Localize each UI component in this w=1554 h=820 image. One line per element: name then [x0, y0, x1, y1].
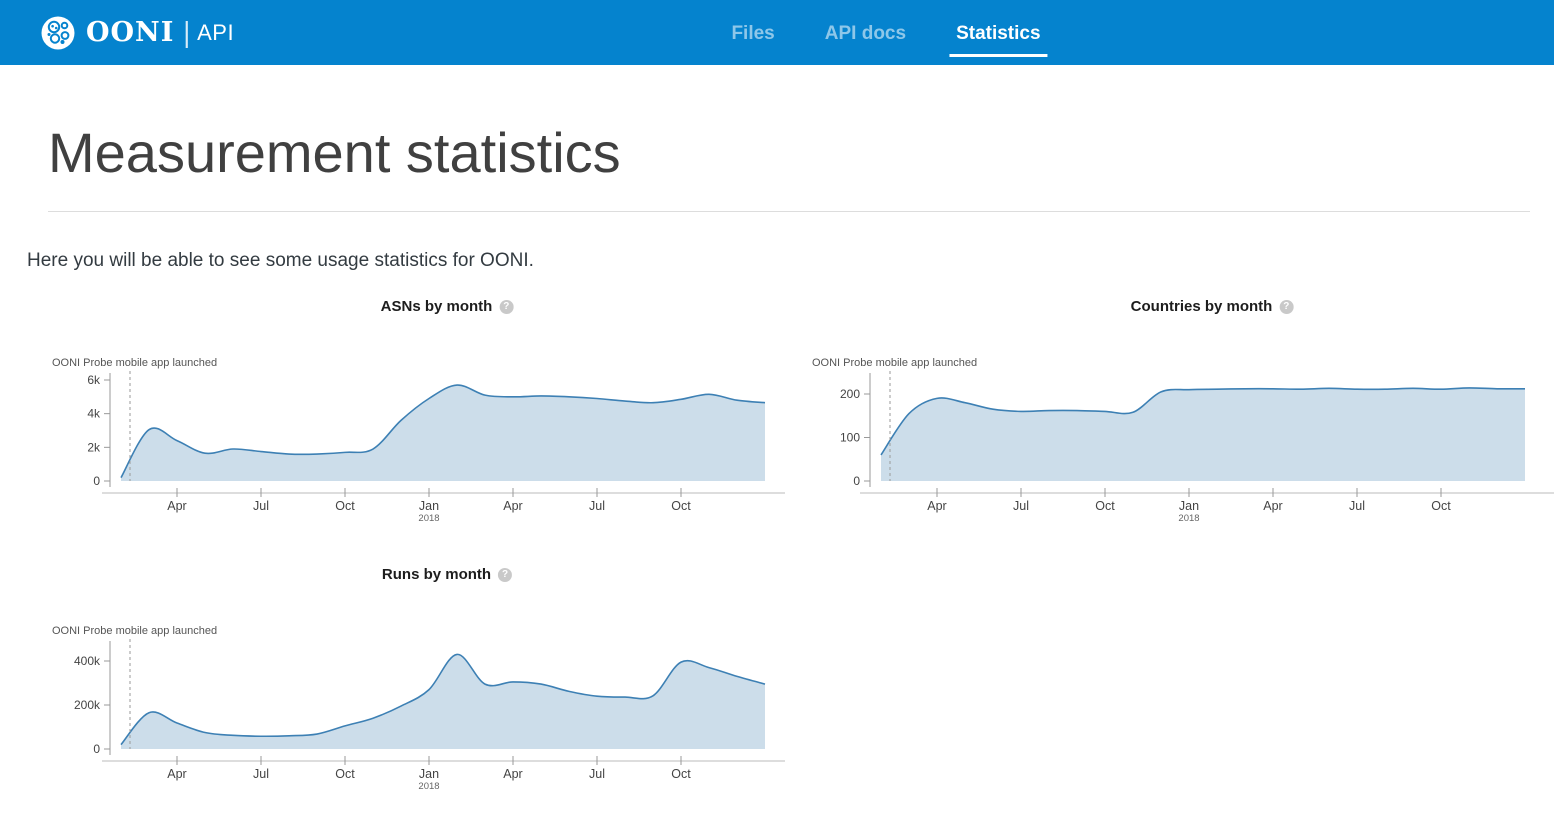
- x-tick-label: Apr: [503, 499, 522, 513]
- y-tick-label: 400k: [74, 654, 101, 668]
- asns-area-fill: [121, 385, 765, 481]
- brand-separator: |: [183, 15, 190, 49]
- y-tick-label: 0: [853, 474, 860, 488]
- x-tick-label: Jul: [253, 767, 269, 781]
- x-year-label: 2018: [418, 781, 439, 792]
- launch-annotation-label: OONI Probe mobile app launched: [52, 357, 217, 369]
- x-tick-label: Jan: [419, 499, 439, 513]
- x-tick-label: Jul: [1349, 499, 1365, 513]
- help-icon[interactable]: ?: [498, 568, 512, 582]
- y-tick-label: 2k: [87, 440, 101, 454]
- x-tick-label: Apr: [167, 767, 186, 781]
- x-tick-label: Oct: [335, 767, 355, 781]
- nav-tab-statistics[interactable]: Statistics: [949, 9, 1047, 57]
- asns-chart: OONI Probe mobile app launched 0 2k 4k 6k Apr…: [10, 350, 800, 530]
- main-nav: Files API docs Statistics: [724, 0, 1047, 65]
- asns-chart-block: ASNs by month ? OONI Probe mobile app la…: [10, 296, 800, 530]
- countries-area-fill: [881, 388, 1525, 481]
- y-tick-label: 0: [93, 474, 100, 488]
- x-tick-label: Apr: [503, 767, 522, 781]
- brand-name: OONI: [86, 17, 174, 48]
- x-tick-label: Oct: [335, 499, 355, 513]
- asns-chart-title-row: ASNs by month ?: [10, 296, 800, 322]
- x-tick-label: Oct: [671, 767, 691, 781]
- y-tick-label: 200k: [74, 698, 101, 712]
- x-year-label: 2018: [418, 513, 439, 524]
- x-tick-label: Oct: [1431, 499, 1451, 513]
- x-tick-label: Jul: [253, 499, 269, 513]
- countries-chart-block: Countries by month ? OONI Probe mobile a…: [800, 296, 1554, 530]
- runs-chart: OONI Probe mobile app launched 0 200k 400k A…: [10, 618, 800, 798]
- runs-chart-title-row: Runs by month ?: [10, 564, 800, 590]
- countries-chart-title-row: Countries by month ?: [800, 296, 1554, 322]
- y-tick-label: 0: [93, 742, 100, 756]
- x-tick-label: Jul: [589, 499, 605, 513]
- page-title: Measurement statistics: [48, 120, 621, 185]
- x-tick-label: Oct: [671, 499, 691, 513]
- runs-chart-title: Runs by month: [382, 566, 491, 583]
- x-tick-label: Jan: [1179, 499, 1199, 513]
- x-tick-label: Oct: [1095, 499, 1115, 513]
- y-tick-label: 200: [840, 387, 860, 401]
- brand-sub: API: [197, 20, 234, 46]
- x-tick-label: Apr: [1263, 499, 1282, 513]
- nav-tab-api-docs[interactable]: API docs: [818, 9, 913, 57]
- countries-chart: OONI Probe mobile app launched 0 100 200 Apr…: [800, 350, 1554, 530]
- brand-home-link[interactable]: OONI | API: [40, 0, 234, 65]
- y-tick-label: 4k: [87, 407, 101, 421]
- nav-tab-files[interactable]: Files: [724, 9, 781, 57]
- x-tick-label: Apr: [167, 499, 186, 513]
- launch-annotation-label: OONI Probe mobile app launched: [812, 357, 977, 369]
- intro-text: Here you will be able to see some usage …: [27, 250, 534, 272]
- app-header: OONI | API Files API docs Statistics: [0, 0, 1554, 65]
- runs-chart-block: Runs by month ? OONI Probe mobile app la…: [10, 564, 800, 798]
- y-tick-label: 100: [840, 431, 860, 445]
- help-icon[interactable]: ?: [1279, 300, 1293, 314]
- x-tick-label: Jul: [589, 767, 605, 781]
- countries-chart-title: Countries by month: [1131, 298, 1273, 315]
- title-divider: [48, 211, 1530, 212]
- x-tick-label: Jul: [1013, 499, 1029, 513]
- asns-chart-title: ASNs by month: [381, 298, 493, 315]
- x-year-label: 2018: [1178, 513, 1199, 524]
- ooni-logo-icon: [40, 15, 76, 51]
- y-tick-label: 6k: [87, 373, 101, 387]
- x-tick-label: Apr: [927, 499, 946, 513]
- help-icon[interactable]: ?: [499, 300, 513, 314]
- launch-annotation-label: OONI Probe mobile app launched: [52, 625, 217, 637]
- x-tick-label: Jan: [419, 767, 439, 781]
